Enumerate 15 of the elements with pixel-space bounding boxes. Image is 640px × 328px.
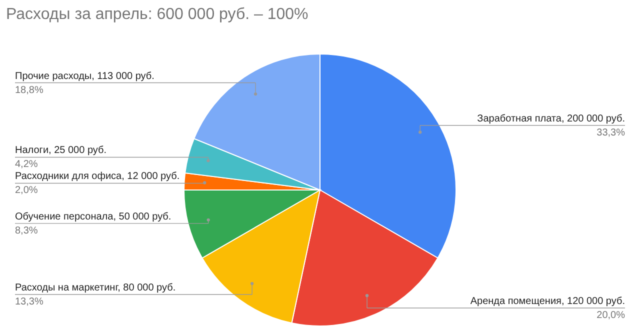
text: 4,2% [15, 159, 38, 170]
slice-label: Налоги, 25 000 руб. [15, 145, 107, 156]
text: 13,3% [15, 296, 44, 308]
text: 20,0% [596, 310, 625, 322]
slice-label: Расходники для офиса, 12 000 руб. [15, 171, 180, 182]
chart-title: Расходы за апрель: 600 000 руб. – 100% [6, 6, 308, 23]
text: 2,0% [15, 185, 38, 196]
slice-label: Прочие расходы, 113 000 руб. [15, 70, 154, 82]
text: 8,3% [15, 225, 38, 236]
slice-label: Расходы на маркетинг, 80 000 руб. [15, 282, 176, 294]
text: 33,3% [596, 127, 625, 138]
slice-label: Аренда помещения, 120 000 руб. [470, 296, 625, 308]
text: 18,8% [15, 84, 44, 96]
slice-label: Обучение персонала, 50 000 руб. [15, 211, 172, 222]
slice-label: Заработная плата, 200 000 руб. [477, 113, 625, 124]
